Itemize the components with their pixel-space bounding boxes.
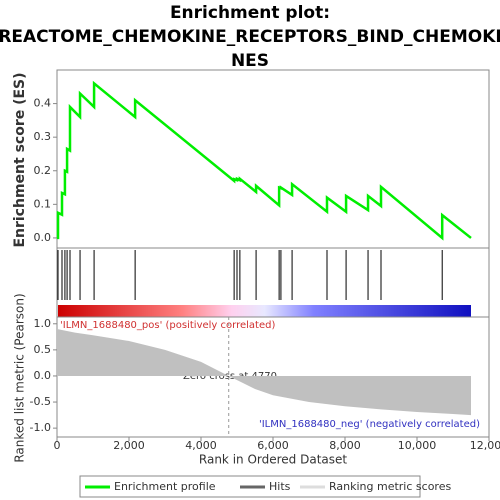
y-tick-label: 0.1 [34,197,52,210]
y-tick-label: -1.0 [30,421,51,434]
y-tick-label: 0.3 [34,130,52,143]
title-line: REACTOME_CHEMOKINE_RECEPTORS_BIND_CHEMOK… [0,27,500,47]
legend-label: Ranking metric scores [329,480,451,493]
x-tick-label: 2,000 [113,439,145,452]
x-tick-label: 8,000 [329,439,361,452]
y-tick-label: 0.4 [34,97,52,110]
title-line: NES [231,51,269,71]
color-bar [58,305,471,317]
x-tick-label: 4,000 [185,439,217,452]
y-axis-label: Ranked list metric (Pearson) [13,293,27,462]
y-axis-label: Enrichment score (ES) [12,72,28,247]
metric-area [57,329,471,416]
x-tick-label: 0 [54,439,61,452]
y-tick-label: 0.0 [34,231,52,244]
y-tick-label: 1.0 [34,317,52,330]
x-tick-label: 10,000 [398,439,437,452]
x-axis-label: Rank in Ordered Dataset [199,453,347,467]
y-tick-label: 0.0 [34,369,52,382]
es-line [56,80,472,241]
y-tick-label: 0.2 [34,164,52,177]
x-tick-label: 6,000 [257,439,289,452]
annotation: 'ILMN_1688480_pos' (positively correlate… [60,320,275,331]
annotation: 'ILMN_1688480_neg' (negatively correlate… [259,419,480,430]
title-line: Enrichment plot: [170,3,330,23]
y-tick-label: 0.5 [34,343,52,356]
y-tick-label: -0.5 [30,395,51,408]
legend-label: Enrichment profile [114,480,216,493]
legend-label: Hits [269,480,291,493]
x-tick-label: 12,000 [470,439,500,452]
